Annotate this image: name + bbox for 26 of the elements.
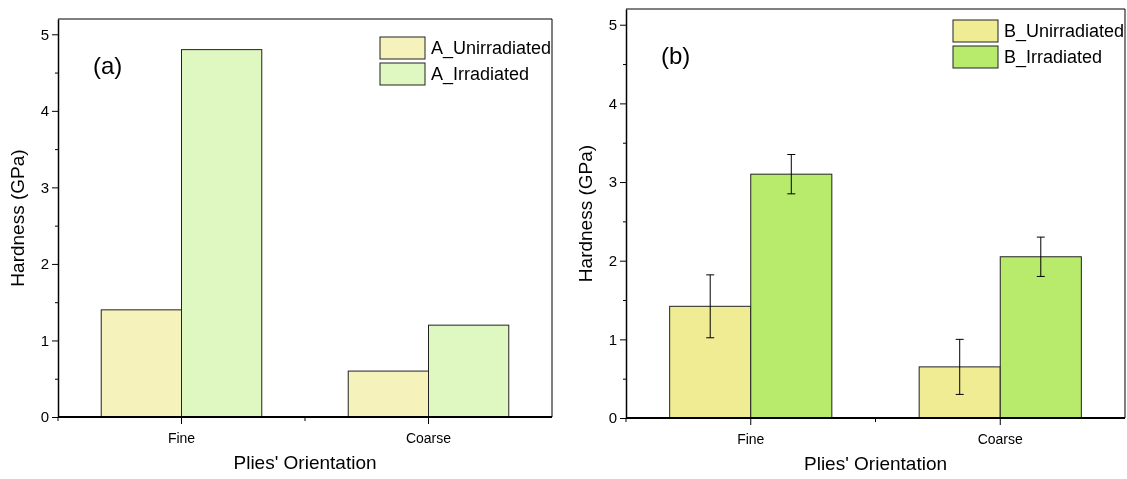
annotation: (a) (93, 52, 123, 79)
y-tick-label: 4 (608, 94, 617, 112)
legend-label: A_Irradiated (431, 64, 530, 85)
legend-label: A_Unirradiated (431, 38, 552, 59)
legend-label: B_Unirradiated (1004, 21, 1125, 42)
y-tick-label: 2 (40, 255, 49, 273)
y-tick-label: 4 (40, 102, 49, 120)
x-axis-title: Plies' Orientation (233, 452, 377, 473)
y-tick-label: 2 (608, 251, 617, 269)
y-tick-label: 1 (40, 331, 49, 349)
y-tick-label: 3 (40, 178, 49, 196)
x-tick-label: Coarse (405, 429, 452, 446)
y-tick-label: 0 (608, 409, 617, 427)
x-tick-label: Fine (737, 430, 765, 447)
x-tick-label: Fine (167, 429, 196, 446)
y-tick-label: 5 (40, 25, 49, 43)
y-tick-label: 3 (608, 173, 617, 191)
y-tick-label: 5 (608, 16, 617, 34)
y-tick-label: 0 (40, 408, 49, 426)
x-axis-title: Plies' Orientation (803, 453, 948, 474)
legend-label: B_Irradiated (1004, 47, 1103, 68)
y-axis-title: Hardness (GPa) (575, 144, 596, 283)
y-axis-title: Hardness (GPa) (7, 149, 28, 287)
x-tick-label: Coarse (977, 430, 1024, 447)
y-tick-label: 1 (608, 330, 617, 348)
annotation: (b) (661, 42, 691, 69)
